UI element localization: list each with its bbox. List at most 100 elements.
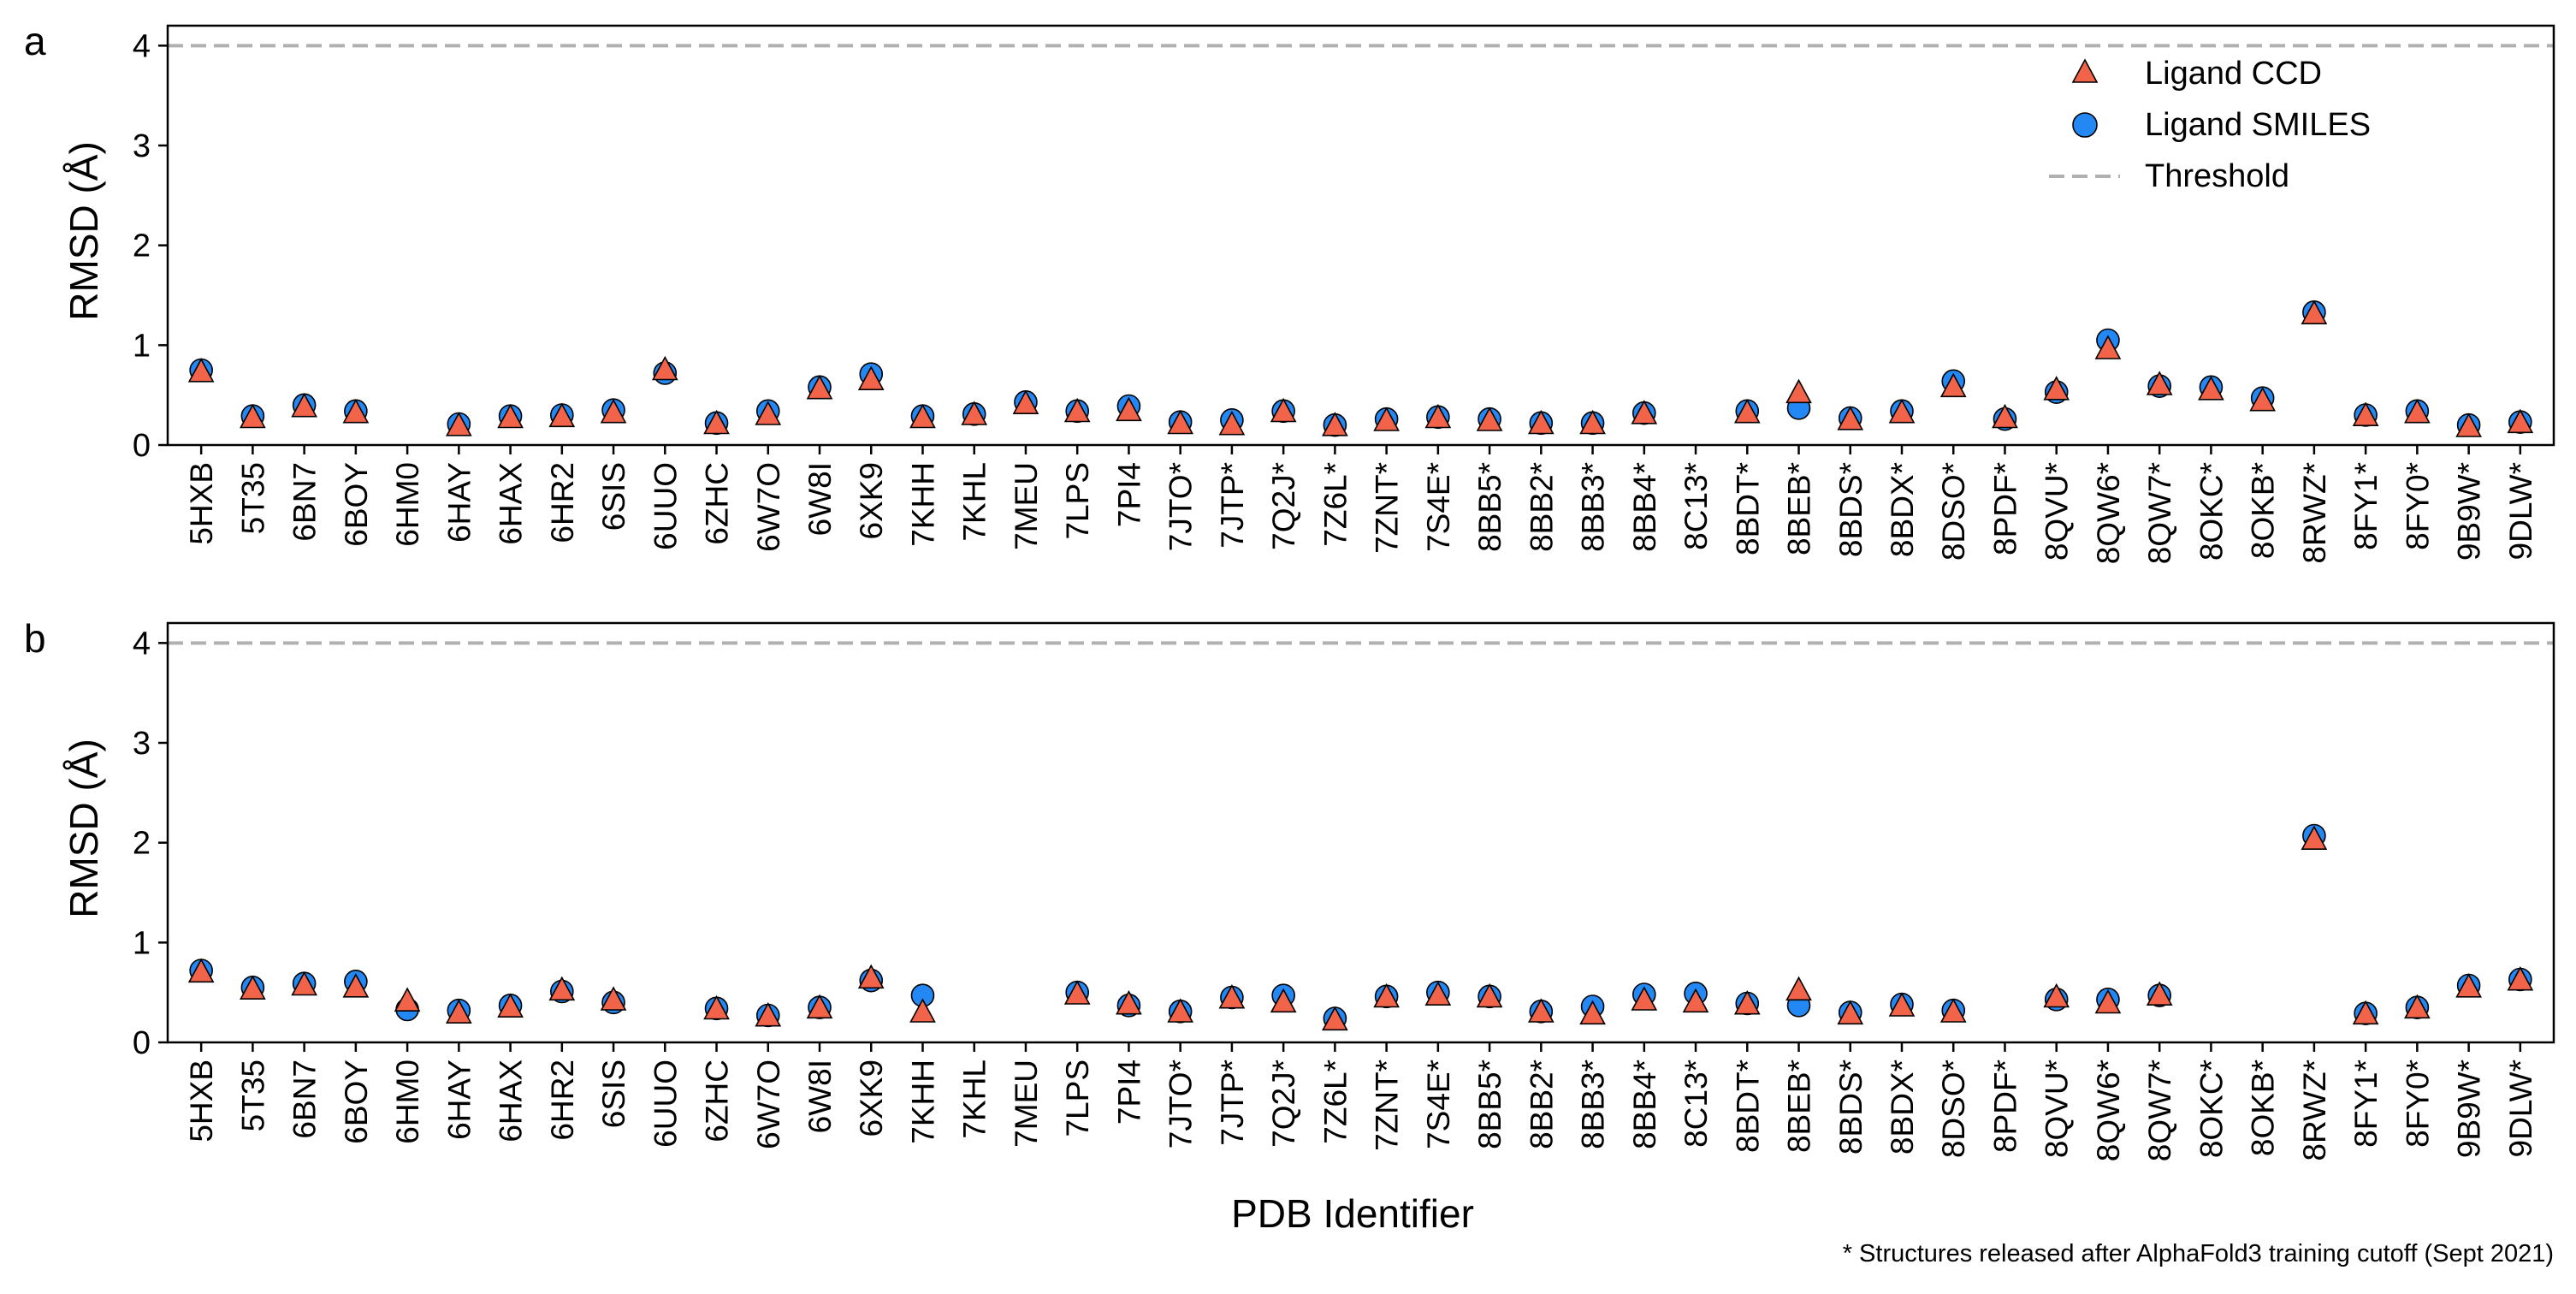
- y-tick-label: 0: [133, 1025, 151, 1061]
- x-tick-label: 7ZNT*: [1370, 462, 1405, 554]
- ccd-point: [2094, 335, 2122, 359]
- x-tick-label: 8BB2*: [1524, 462, 1559, 552]
- ccd-point: [755, 1001, 782, 1027]
- ccd-point: [1733, 989, 1761, 1015]
- x-tick-label: 7JTP*: [1215, 462, 1250, 549]
- panel-b-data-points: [187, 823, 2534, 1031]
- ccd-point: [2301, 825, 2328, 850]
- legend-smiles-label: Ligand SMILES: [2145, 107, 2371, 143]
- x-tick-label: 8BB5*: [1472, 1060, 1507, 1149]
- x-tick-label: 8BB4*: [1627, 462, 1662, 552]
- x-tick-label: 6ZHC: [700, 1060, 735, 1143]
- ccd-point: [187, 958, 215, 983]
- legend-ccd-marker: [2071, 58, 2099, 83]
- x-tick-label: 8BDS*: [1833, 462, 1868, 557]
- x-tick-label: 8PDF*: [1987, 462, 2022, 555]
- x-tick-label: 6W7O: [751, 462, 786, 552]
- panel-a-plot-frame: [166, 24, 2555, 447]
- ccd-point: [1837, 406, 1864, 430]
- legend-threshold-label: Threshold: [2145, 158, 2289, 194]
- ccd-point: [909, 403, 936, 429]
- x-tick-label: 8BDT*: [1730, 1060, 1765, 1153]
- x-tick-label: 6W8I: [802, 462, 838, 536]
- x-tick-label: 8BB4*: [1627, 1060, 1662, 1149]
- ccd-point: [1063, 397, 1091, 423]
- ccd-point: [497, 993, 524, 1018]
- ccd-point: [2043, 982, 2070, 1008]
- ccd-point: [703, 994, 730, 1020]
- panel-a-y-axis: 0 1 2 3 4: [133, 28, 168, 464]
- ccd-point: [1579, 409, 1606, 435]
- y-tick-label: 1: [133, 925, 151, 961]
- ccd-point: [291, 970, 317, 996]
- ccd-point: [1012, 389, 1039, 414]
- ccd-point: [1322, 1006, 1348, 1031]
- ccd-point: [961, 401, 988, 425]
- x-tick-label: 8BDT*: [1730, 462, 1765, 555]
- ccd-point: [2404, 994, 2431, 1019]
- ccd-point: [2043, 376, 2070, 401]
- panel-a-letter: a: [24, 19, 46, 63]
- x-tick-label: 6HM0: [390, 462, 425, 547]
- x-tick-label: 8BB3*: [1576, 1060, 1611, 1149]
- ccd-point: [1682, 988, 1709, 1013]
- x-tick-label: 9B9W*: [2452, 462, 2487, 561]
- x-tick-label: 8C13*: [1679, 1060, 1714, 1148]
- x-tick-label: 8QW7*: [2142, 1060, 2177, 1161]
- ccd-point: [240, 403, 266, 429]
- x-tick-label: 8C13*: [1679, 462, 1714, 550]
- y-tick-label: 2: [133, 229, 151, 264]
- x-tick-label: 8BDX*: [1885, 462, 1920, 557]
- panel-b-plot-frame: [166, 621, 2555, 1044]
- ccd-point: [2094, 988, 2122, 1014]
- x-tick-label: 6HR2: [545, 1060, 580, 1141]
- x-tick-label: 7PI4: [1111, 462, 1146, 527]
- x-tick-label: 6W7O: [751, 1060, 786, 1149]
- x-tick-label: 7KHH: [905, 462, 940, 547]
- x-tick-label: 6ZHC: [700, 462, 735, 545]
- x-tick-label: 7JTP*: [1215, 1060, 1250, 1146]
- x-tick-label: 9DLW*: [2503, 462, 2538, 560]
- x-tick-label: 7KHL: [957, 462, 992, 542]
- ccd-point: [497, 403, 524, 429]
- ccd-point: [1527, 998, 1554, 1023]
- panel-b-letter: b: [24, 616, 46, 661]
- x-tick-label: 9DLW*: [2503, 1060, 2538, 1157]
- x-tick-label: 7Q2J*: [1266, 1060, 1301, 1148]
- x-tick-label: 6BOY: [339, 462, 374, 547]
- x-tick-label: 6XK9: [854, 462, 889, 540]
- x-tick-label: 6HAY: [441, 1060, 477, 1140]
- ccd-point: [2146, 371, 2173, 395]
- ccd-point: [2352, 401, 2379, 426]
- x-tick-label: 6HAX: [494, 462, 529, 545]
- ccd-point: [2146, 981, 2173, 1006]
- x-tick-label: 6UUO: [648, 462, 683, 550]
- ccd-point: [1785, 378, 1812, 404]
- ccd-point: [806, 374, 833, 400]
- ccd-point: [600, 986, 627, 1011]
- x-tick-label: 8OKC*: [2194, 1060, 2229, 1158]
- x-tick-label: 7LPS: [1060, 462, 1095, 540]
- ccd-point: [1116, 396, 1142, 422]
- ccd-point: [1116, 989, 1142, 1015]
- x-tick-label: 8QW7*: [2142, 462, 2177, 564]
- ccd-point: [2455, 973, 2482, 998]
- ccd-point: [651, 355, 678, 381]
- x-tick-label: 8FY0*: [2400, 1060, 2435, 1148]
- ccd-point: [1527, 409, 1554, 435]
- x-tick-label: 8DSO*: [1936, 1060, 1971, 1158]
- x-tick-label: 6HAY: [441, 462, 477, 543]
- y-tick-label: 4: [133, 28, 151, 64]
- ccd-point: [2404, 398, 2431, 424]
- panel-b: b RMSD (Å) 0 1 2 3 4 5HXB 5T35 6BN7 6BOY 6HM0 6HA…: [24, 616, 2555, 1161]
- ccd-point: [909, 998, 936, 1023]
- panel-b-y-axis-label: RMSD (Å): [62, 739, 106, 918]
- ccd-point: [1270, 397, 1297, 423]
- ccd-point: [1424, 403, 1452, 429]
- ccd-point: [806, 994, 833, 1019]
- x-tick-label: 7JTO*: [1164, 1060, 1199, 1149]
- x-tick-label: 7S4E*: [1421, 462, 1456, 552]
- legend-ccd-label: Ligand CCD: [2145, 56, 2322, 92]
- ccd-point: [2352, 1000, 2379, 1025]
